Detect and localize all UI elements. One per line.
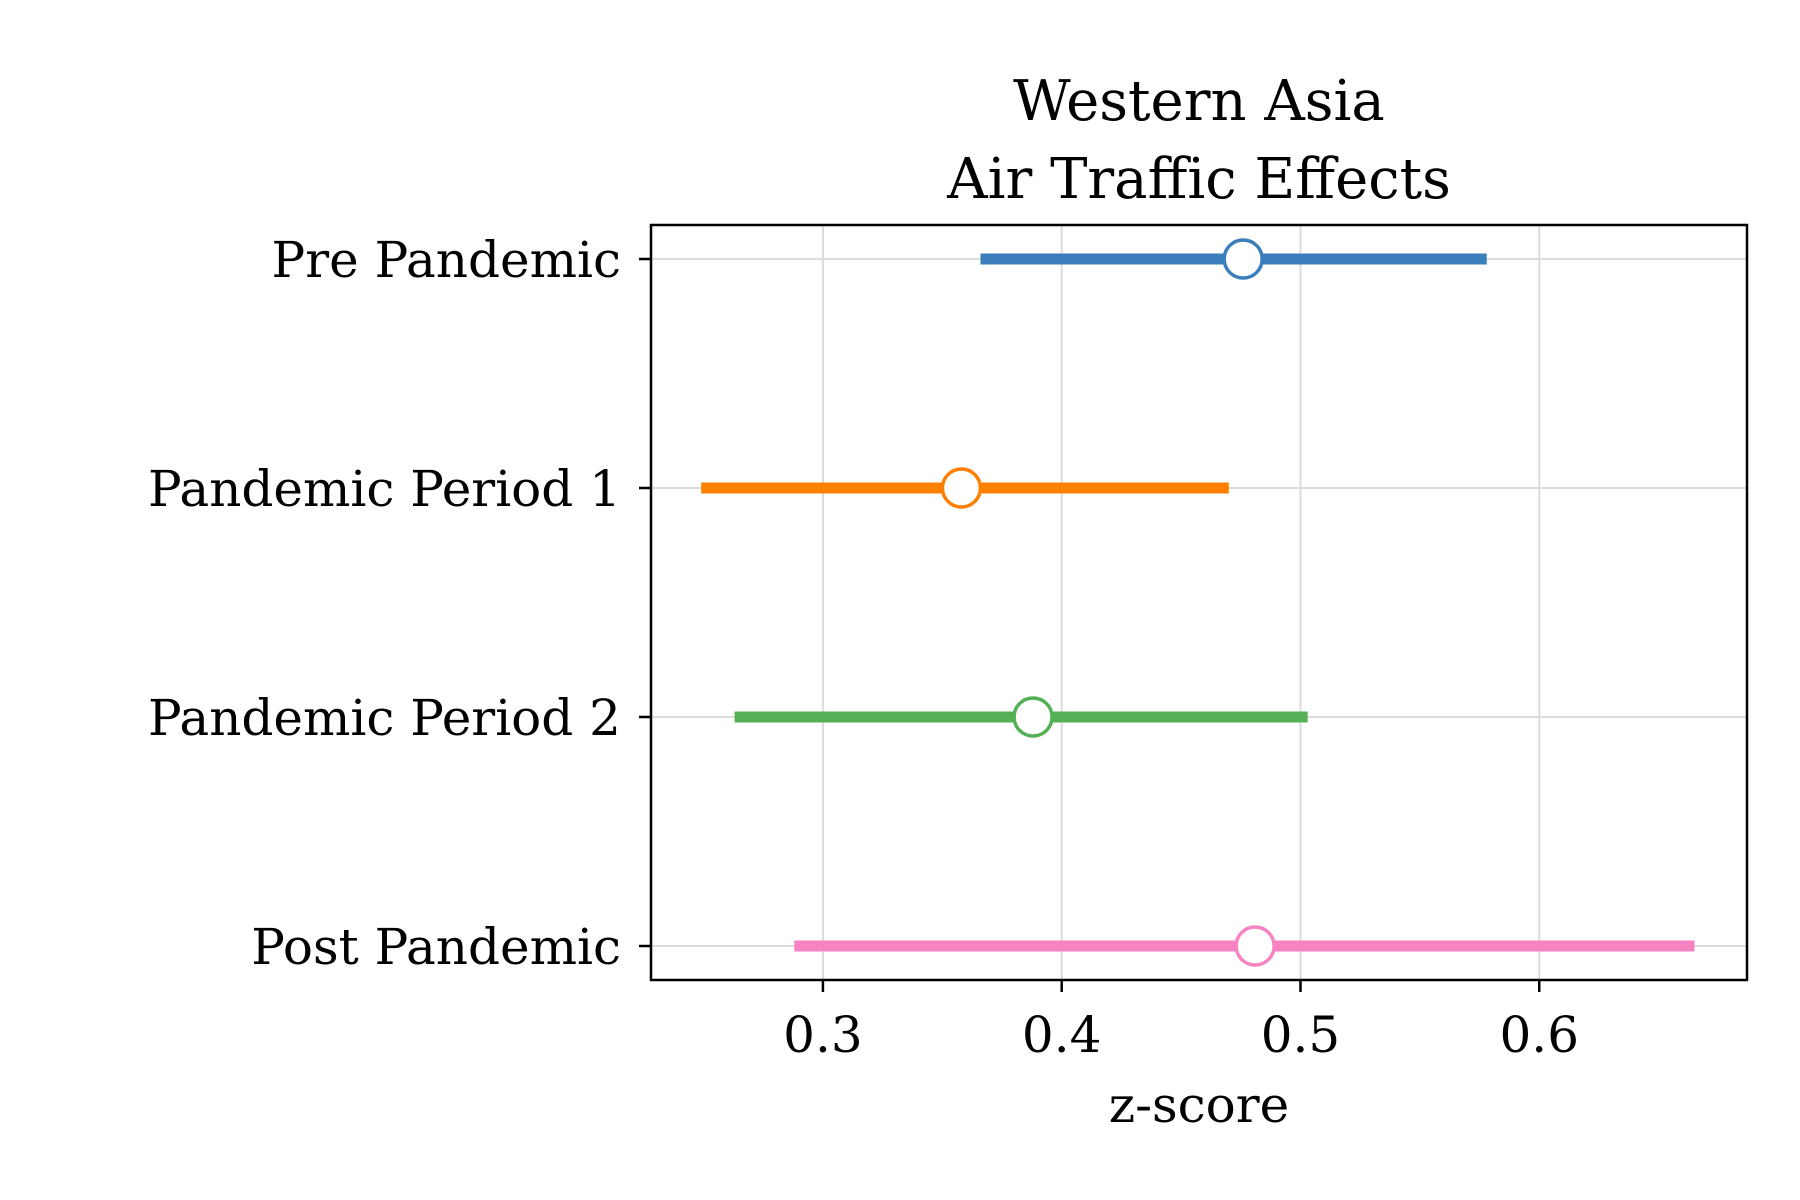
axes: 0.3 0.4 0.5 0.6 Pre Pandemic Pandemic Period … bbox=[148, 223, 1749, 1064]
y-tick-label: Pandemic Period 1 bbox=[148, 460, 621, 518]
estimate-marker bbox=[1222, 238, 1264, 280]
y-tick-label: Pandemic Period 2 bbox=[148, 689, 621, 747]
chart-title-line-2: Air Traffic Effects bbox=[946, 147, 1451, 212]
x-tick-label: 0.4 bbox=[1022, 1006, 1102, 1064]
x-tick-label: 0.5 bbox=[1261, 1006, 1341, 1064]
estimate-marker bbox=[1012, 696, 1054, 738]
chart-title-line-1: Western Asia bbox=[1013, 69, 1385, 134]
y-tick-label: Pre Pandemic bbox=[272, 231, 621, 289]
x-tick-label: 0.3 bbox=[783, 1006, 863, 1064]
y-tick-label: Post Pandemic bbox=[251, 918, 621, 976]
estimate-marker bbox=[940, 467, 983, 509]
plot-frame bbox=[649, 223, 1749, 982]
chart-title: Western Asia Air Traffic Effects bbox=[946, 69, 1451, 212]
series-layer bbox=[701, 238, 1695, 967]
x-tick-label: 0.6 bbox=[1499, 1006, 1579, 1064]
estimate-marker bbox=[1234, 925, 1276, 967]
x-axis-label: z-score bbox=[1109, 1076, 1290, 1134]
